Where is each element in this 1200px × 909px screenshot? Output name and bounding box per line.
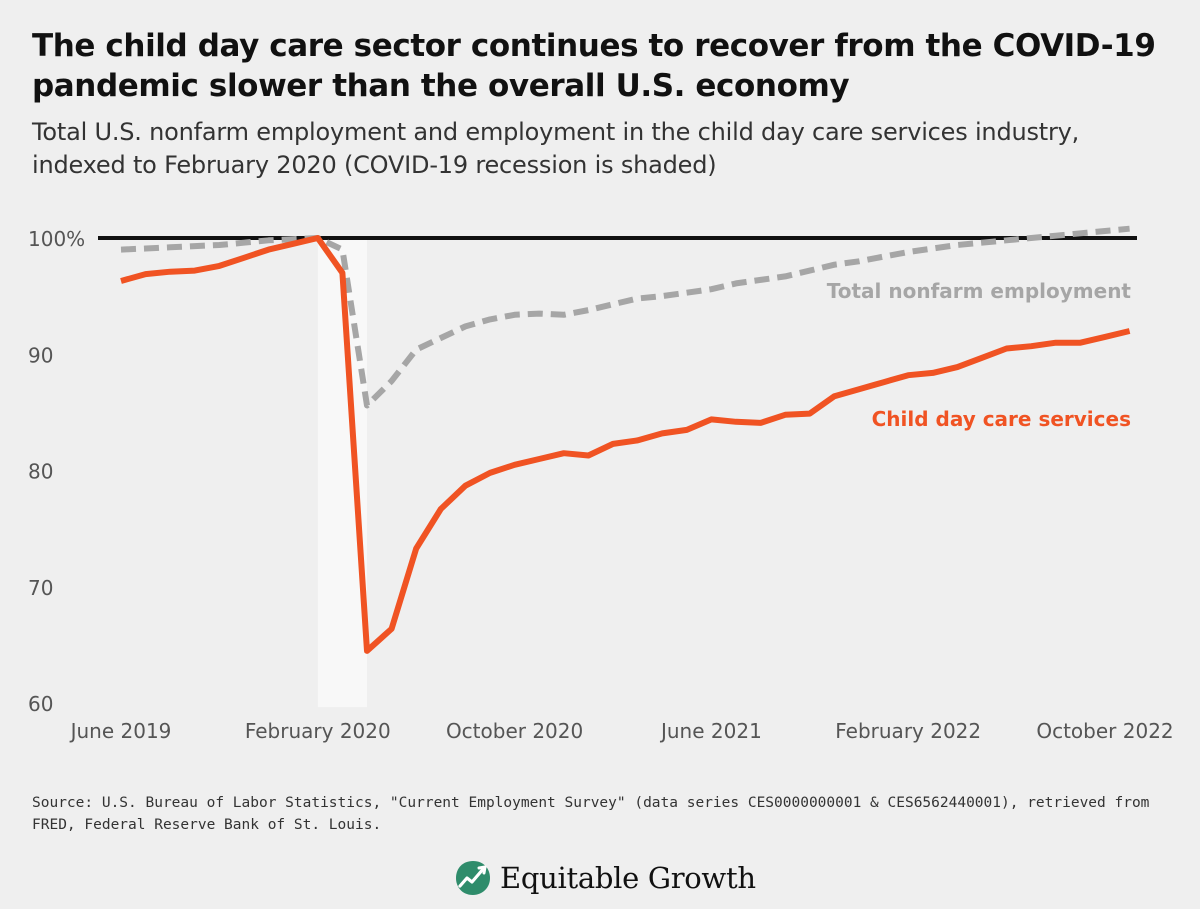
child-care-series-line [120,235,1131,654]
growth-leaf-icon [456,861,490,895]
y-tick-label: 90 [28,343,53,367]
y-tick-label: 80 [28,460,53,484]
child-care-series-label: Child day care services [872,407,1131,431]
chart-subtitle: Total U.S. nonfarm employment and employ… [32,118,1080,179]
source-note: Source: U.S. Bureau of Labor Statistics,… [32,795,1150,833]
brand-logo[interactable]: Equitable Growth [454,856,756,900]
x-tick-label: October 2022 [1036,719,1173,743]
y-tick-label: 100% [28,227,85,251]
nonfarm-series-label: Total nonfarm employment [827,279,1132,303]
x-tick-label: February 2020 [245,719,391,743]
y-tick-label: 70 [28,576,53,600]
y-tick-label: 60 [28,692,53,716]
x-tick-label: February 2022 [835,719,981,743]
chart-title: The child day care sector continues to r… [32,28,1156,104]
x-tick-label: October 2020 [446,719,583,743]
brand-name: Equitable Growth [500,861,756,895]
x-tick-label: June 2021 [659,719,762,743]
x-tick-label: June 2019 [69,719,172,743]
nonfarm-series-line [120,225,1130,409]
